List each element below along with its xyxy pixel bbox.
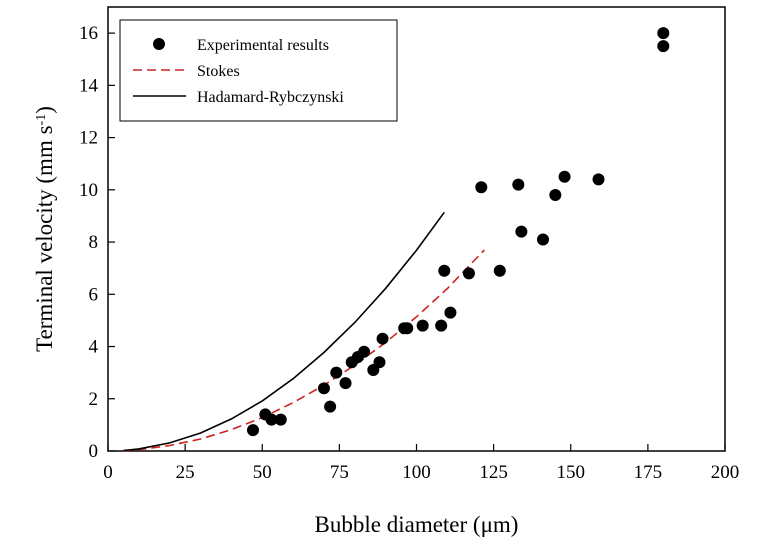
data-point [657, 40, 670, 53]
x-tick-label: 50 [253, 462, 272, 483]
axis-ticks [107, 32, 726, 452]
series-line-hadamard-rybczynski [123, 211, 445, 452]
data-point [493, 264, 506, 277]
data-point [358, 345, 371, 358]
data-point [515, 225, 528, 238]
y-tick-label: 4 [89, 337, 99, 358]
y-tick-label: 16 [79, 23, 98, 44]
data-point [324, 400, 337, 413]
y-axis-title-close: ) [32, 106, 57, 114]
y-tick-label: 0 [89, 441, 99, 462]
y-tick-label: 12 [79, 128, 98, 149]
y-tick-label: 8 [89, 232, 99, 253]
data-point [265, 413, 278, 426]
series-line-stokes [123, 249, 485, 452]
legend-marker-experimental [153, 38, 165, 50]
data-point [475, 181, 488, 194]
x-tick-label: 0 [103, 462, 113, 483]
x-axis-title: Bubble diameter (μm) [315, 512, 519, 537]
x-tick-label: 75 [330, 462, 349, 483]
legend-label-stokes: Stokes [197, 63, 240, 80]
x-tick-label: 25 [176, 462, 195, 483]
y-tick-label: 6 [89, 284, 99, 305]
data-point [416, 319, 429, 332]
data-point [373, 356, 386, 369]
data-point [558, 170, 571, 183]
data-point [317, 382, 330, 395]
data-point [339, 377, 352, 390]
legend: Experimental results Stokes Hadamard-Ryb… [119, 19, 398, 122]
x-tick-label: 150 [557, 462, 586, 483]
y-axis-title-sup: -1 [34, 114, 49, 126]
data-point [274, 413, 287, 426]
x-tick-label: 200 [711, 462, 740, 483]
y-axis-title: Terminal velocity (mm s-1) [32, 106, 57, 352]
data-point [435, 319, 448, 332]
y-axis-title-main: Terminal velocity (mm s [32, 125, 57, 351]
data-point [536, 233, 549, 246]
data-point [657, 27, 670, 40]
tick-labels: 0 25 50 75 100 125 150 175 200 0 2 4 6 8 10 12 14 16 [79, 23, 739, 483]
data-point [592, 173, 605, 186]
data-point [330, 366, 343, 379]
legend-label-hadamard: Hadamard-Rybczynski [197, 89, 344, 106]
x-tick-label: 125 [479, 462, 508, 483]
data-point [462, 267, 475, 280]
data-point [512, 178, 525, 191]
curves [123, 211, 485, 452]
y-tick-label: 10 [79, 180, 98, 201]
data-point [549, 189, 562, 202]
data-point [246, 424, 259, 437]
data-point [444, 306, 457, 319]
data-point [438, 264, 451, 277]
x-tick-label: 175 [634, 462, 663, 483]
data-points [246, 27, 670, 437]
x-tick-label: 100 [402, 462, 431, 483]
data-point [376, 332, 389, 345]
y-tick-label: 14 [79, 75, 99, 96]
data-point [401, 322, 414, 335]
legend-label-experimental: Experimental results [197, 37, 329, 54]
y-tick-label: 2 [89, 389, 99, 410]
